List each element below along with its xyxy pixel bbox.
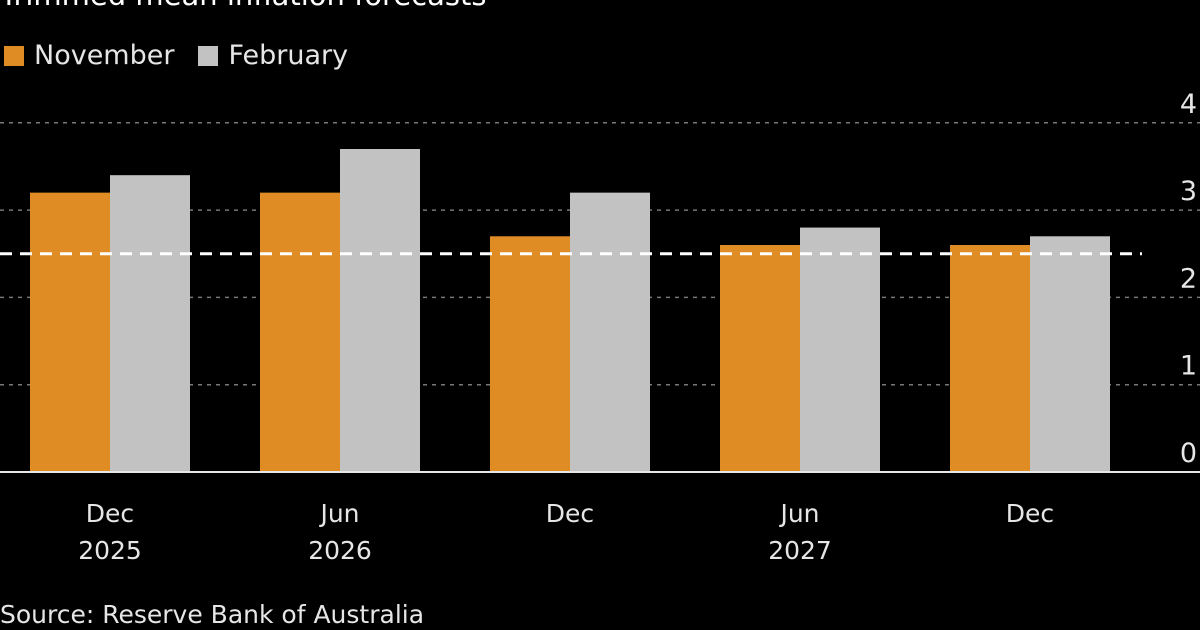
x-tick-label-year: 2025 — [78, 536, 142, 565]
bar-november — [30, 192, 110, 472]
bar-february — [1030, 236, 1110, 472]
x-tick-label: Dec — [546, 499, 594, 528]
bar-february — [340, 148, 420, 473]
x-tick-label: Jun — [778, 499, 819, 528]
bar-november — [720, 245, 800, 472]
bar-february — [110, 175, 190, 472]
legend: November February — [4, 40, 348, 71]
bar-november — [490, 236, 570, 472]
x-tick-label-year: 2027 — [768, 536, 832, 565]
source-note: Source: Reserve Bank of Australia — [0, 600, 425, 629]
legend-label-february: February — [228, 40, 349, 71]
y-tick-label: 4 — [1180, 89, 1197, 120]
legend-swatch-february — [198, 45, 219, 66]
legend-item-november: November — [4, 40, 174, 71]
bar-november — [950, 245, 1030, 472]
x-tick-label: Dec — [1006, 499, 1054, 528]
chart-title: Trimmed mean inflation forecasts — [0, 0, 487, 12]
legend-swatch-november — [4, 45, 24, 66]
bar-november — [260, 192, 340, 472]
legend-label-november: November — [34, 40, 175, 71]
x-tick-label-year: 2026 — [308, 536, 372, 565]
y-tick-label: 1 — [1180, 351, 1197, 382]
x-tick-label: Jun — [318, 499, 359, 528]
y-tick-label: 3 — [1180, 176, 1197, 207]
y-tick-label: 0 — [1180, 438, 1197, 469]
legend-item-february: February — [198, 40, 348, 71]
bar-february — [800, 227, 880, 472]
y-tick-label: 2 — [1180, 263, 1197, 294]
bar-february — [570, 192, 650, 472]
x-tick-label: Dec — [86, 499, 134, 528]
